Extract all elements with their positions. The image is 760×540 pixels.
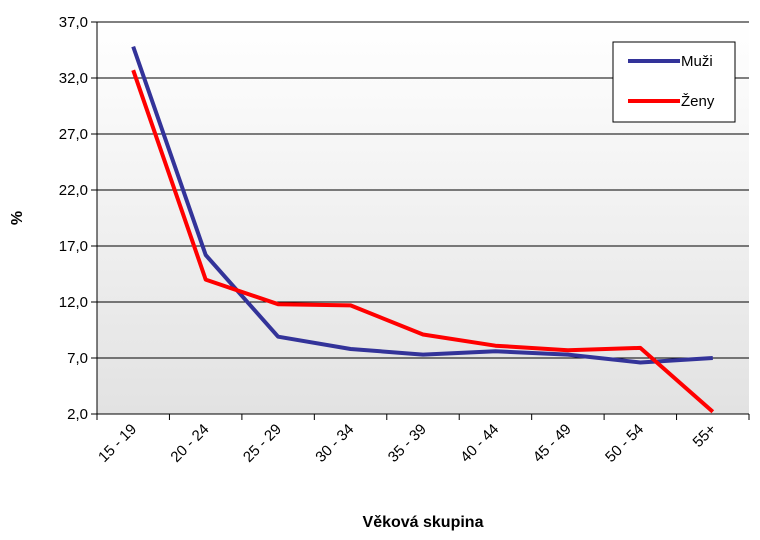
x-tick-labels: 15 - 19 20 - 24 25 - 29 30 - 34 35 - 39 40 - … xyxy=(95,421,720,466)
x-tick-label: 30 - 34 xyxy=(312,421,357,466)
legend-box xyxy=(612,41,736,123)
x-tick-label: 20 - 24 xyxy=(167,421,212,466)
y-tick-label: 37,0 xyxy=(59,14,88,31)
y-tick-label: 32,0 xyxy=(59,70,88,87)
x-tick-label: 45 - 49 xyxy=(530,421,575,466)
x-tick-label: 50 - 54 xyxy=(602,421,647,466)
y-axis-title: % xyxy=(9,211,26,225)
x-tick-label: 35 - 39 xyxy=(385,421,430,466)
legend-label-zeny: Ženy xyxy=(681,93,715,110)
x-tick-label: 15 - 19 xyxy=(95,421,140,466)
y-tick-labels: 2,0 7,0 12,0 17,0 22,0 27,0 32,0 37,0 xyxy=(59,14,88,423)
y-tick-label: 27,0 xyxy=(59,126,88,143)
y-tick-label: 2,0 xyxy=(67,406,88,423)
y-tick-label: 7,0 xyxy=(67,350,88,367)
x-tick-label: 40 - 44 xyxy=(457,421,502,466)
x-axis-title: Věková skupina xyxy=(363,514,484,531)
legend: Muži Ženy xyxy=(612,41,736,123)
x-tick-label: 25 - 29 xyxy=(240,421,285,466)
x-tick-label: 55+ xyxy=(690,421,720,451)
y-tick-label: 12,0 xyxy=(59,294,88,311)
y-tick-label: 22,0 xyxy=(59,182,88,199)
legend-label-muzi: Muži xyxy=(681,53,713,70)
series-line-1 xyxy=(131,69,715,414)
series-lines xyxy=(131,45,715,414)
series-line-0 xyxy=(131,45,713,365)
y-tick-label: 17,0 xyxy=(59,238,88,255)
axes xyxy=(91,21,750,420)
